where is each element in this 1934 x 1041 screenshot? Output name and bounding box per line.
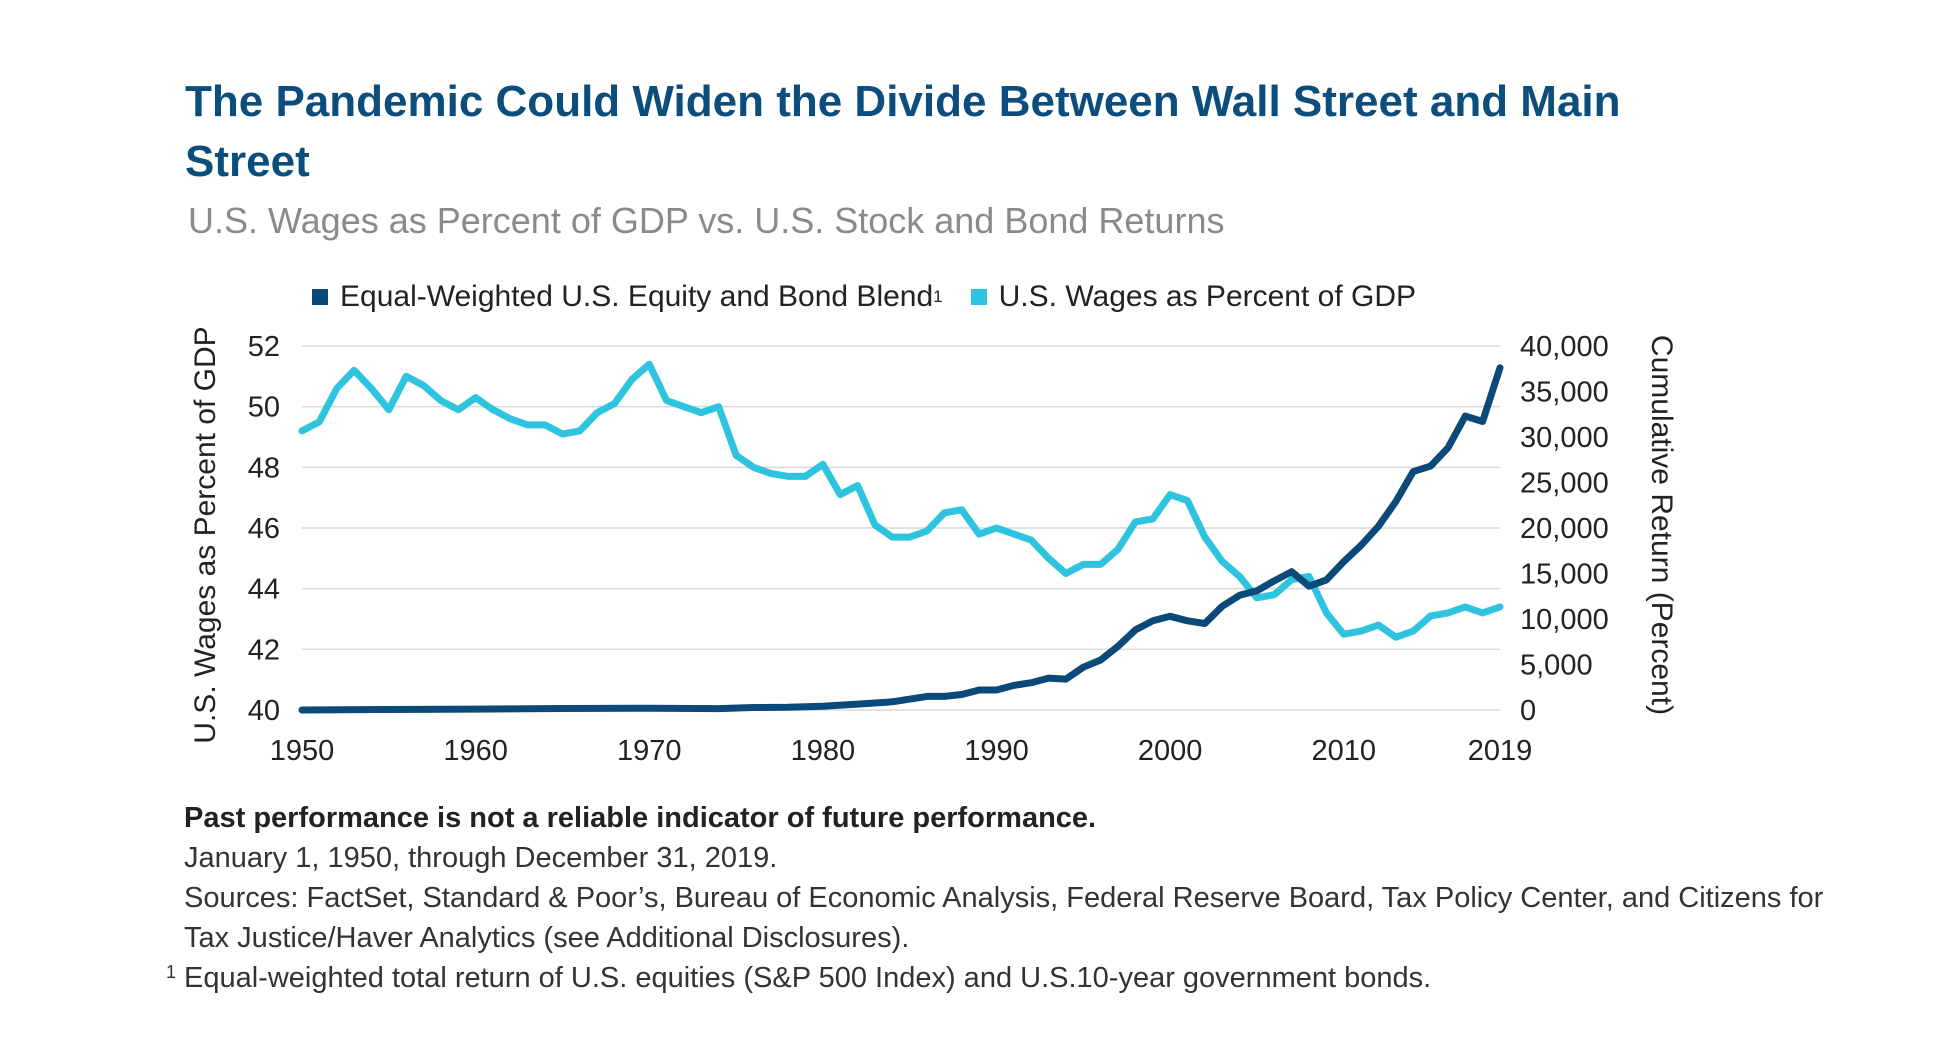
right-tick-label: 10,000 [1520, 604, 1609, 636]
legend-label-blend: Equal-Weighted U.S. Equity and Bond Blen… [340, 280, 934, 313]
x-tick-label: 1980 [791, 735, 856, 767]
legend-swatch-wages [970, 289, 987, 305]
left-tick-label: 42 [248, 634, 280, 666]
right-tick-label: 40,000 [1520, 331, 1609, 363]
right-axis-ticks: 0 5,000 10,000 15,000 20,000 25,000 30,000 35,0… [1520, 331, 1609, 727]
right-tick-label: 5,000 [1520, 650, 1593, 682]
series-line-wages [298, 360, 1504, 641]
notes: Past performance is not a reliable indic… [166, 798, 1864, 998]
legend-footnote-marker: 1 [933, 287, 943, 306]
date-range: January 1, 1950, through December 31, 20… [184, 842, 778, 874]
left-axis-ticks: 40 42 44 46 48 50 52 [248, 331, 280, 727]
chart-title: The Pandemic Could Widen the Divide Betw… [185, 77, 1621, 186]
left-tick-label: 46 [248, 513, 280, 545]
right-tick-label: 0 [1520, 695, 1536, 727]
series-lines [298, 360, 1504, 714]
gridlines [302, 345, 1500, 711]
right-tick-label: 25,000 [1520, 468, 1609, 500]
footnote: 1 Equal-weighted total return of U.S. eq… [166, 958, 1864, 998]
footnote-text: Equal-weighted total return of U.S. equi… [184, 962, 1432, 994]
x-tick-label: 2019 [1468, 735, 1533, 767]
legend: Equal-Weighted U.S. Equity and Bond Blen… [312, 280, 1444, 314]
right-tick-label: 30,000 [1520, 422, 1609, 454]
legend-swatch-blend [312, 289, 328, 305]
right-axis-title: Cumulative Return (Percent) [1645, 335, 1678, 715]
left-tick-label: 44 [248, 574, 280, 606]
legend-label-wages: U.S. Wages as Percent of GDP [998, 280, 1417, 313]
x-tick-label: 2010 [1311, 735, 1376, 767]
x-tick-label: 1970 [617, 735, 682, 767]
left-axis-title: U.S. Wages as Percent of GDP [189, 326, 222, 743]
legend-item-wages: U.S. Wages as Percent of GDP [970, 280, 1417, 314]
line-chart: 40 42 44 46 48 50 52 0 5,000 10,000 15,000 20,000 2… [189, 326, 1678, 767]
left-tick-label: 52 [248, 331, 280, 363]
x-tick-label: 1960 [443, 735, 508, 767]
footnote-marker: 1 [166, 962, 177, 982]
sources: Sources: FactSet, Standard & Poor’s, Bur… [184, 882, 1824, 954]
x-tick-label: 2000 [1138, 735, 1203, 767]
series-line-blend [298, 364, 1504, 714]
left-tick-label: 48 [248, 452, 280, 484]
left-tick-label: 40 [248, 695, 280, 727]
chart-subtitle: U.S. Wages as Percent of GDP vs. U.S. St… [188, 200, 1225, 241]
right-tick-label: 15,000 [1520, 559, 1609, 591]
disclaimer: Past performance is not a reliable indic… [184, 802, 1097, 834]
x-axis-ticks: 1950 1960 1970 1980 1990 2000 2010 2019 [270, 735, 1533, 767]
legend-item-blend: Equal-Weighted U.S. Equity and Bond Blen… [312, 280, 943, 314]
x-tick-label: 1950 [270, 735, 335, 767]
right-tick-label: 20,000 [1520, 513, 1609, 545]
x-tick-label: 1990 [964, 735, 1029, 767]
left-tick-label: 50 [248, 392, 280, 424]
right-tick-label: 35,000 [1520, 377, 1609, 409]
